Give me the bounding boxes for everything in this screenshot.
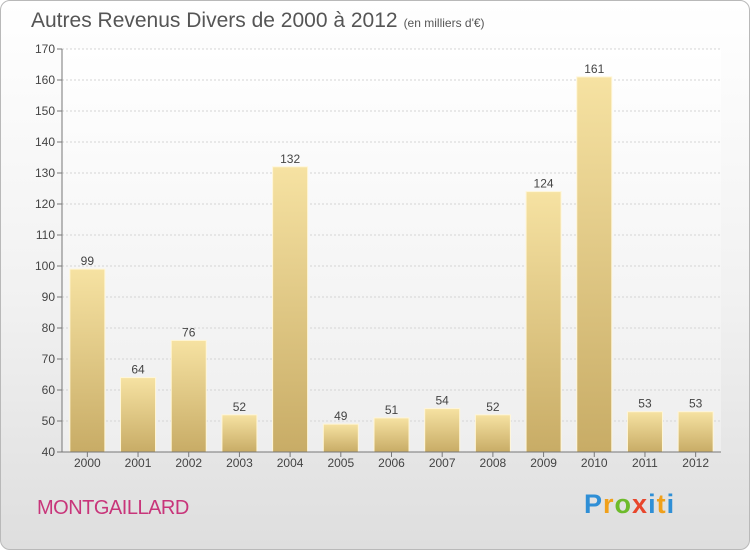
x-tick-label: 2008	[480, 456, 507, 470]
logo-letter: x	[632, 489, 649, 519]
proxiti-logo: Proxiti	[584, 489, 675, 520]
bar	[322, 423, 359, 453]
y-tick-label: 60	[42, 383, 56, 397]
chart-title: Autres Revenus Divers de 2000 à 2012 (en …	[31, 9, 485, 33]
x-tick-label: 2002	[175, 456, 202, 470]
y-tick-label: 120	[35, 197, 55, 211]
chart-title-unit: (en milliers d'€)	[403, 16, 485, 30]
bar	[626, 411, 663, 453]
y-tick-label: 40	[42, 445, 56, 459]
x-tick-label: 2010	[581, 456, 608, 470]
logo-letter: i	[648, 489, 657, 519]
bar	[120, 377, 157, 453]
bar	[221, 414, 258, 453]
commune-name: MONTGAILLARD	[37, 497, 189, 519]
bar	[677, 411, 714, 453]
x-tick-label: 2006	[378, 456, 405, 470]
y-tick-label: 130	[35, 166, 55, 180]
axis-layer: 40 50 60 70 80 90 100 110 120 130 140 150 160 170 2000…	[35, 42, 721, 470]
y-tick-label: 160	[35, 73, 55, 87]
bar-value-label: 52	[486, 400, 500, 414]
bar-value-label: 53	[689, 397, 703, 411]
y-tick-label: 170	[35, 42, 55, 56]
bar-value-label: 161	[584, 62, 604, 76]
bar-value-label: 54	[436, 394, 450, 408]
y-tick-label: 90	[42, 290, 56, 304]
plot-area	[62, 49, 721, 452]
logo-letter: P	[584, 489, 604, 519]
y-tick-label: 110	[36, 228, 55, 242]
logo-letter: r	[603, 489, 615, 519]
bar-value-label: 76	[182, 325, 196, 339]
logo-letter: t	[656, 489, 667, 519]
bar	[525, 191, 562, 453]
x-tick-label: 2005	[327, 456, 354, 470]
x-tick-label: 2009	[530, 456, 557, 470]
y-tick-label: 70	[42, 352, 56, 366]
y-tick-label: 140	[35, 135, 55, 149]
bar-value-label: 132	[280, 152, 300, 166]
x-tick-label: 2000	[74, 456, 101, 470]
bars-layer: 99 64 76 52 132 49 51 54 52 124 161 53 53	[69, 62, 714, 453]
y-tick-label: 150	[35, 104, 55, 118]
bar	[424, 408, 461, 453]
chart-title-text: Autres Revenus Divers de 2000 à 2012	[31, 9, 398, 32]
bar	[272, 166, 309, 453]
logo-letter: i	[666, 489, 676, 519]
bar-value-label: 49	[334, 409, 348, 423]
bar	[170, 339, 207, 453]
bar-value-label: 51	[385, 403, 399, 417]
y-tick-label: 50	[42, 414, 56, 428]
x-tick-label: 2007	[429, 456, 456, 470]
bar	[69, 268, 106, 453]
bar-value-label: 99	[81, 254, 95, 268]
bar	[474, 414, 511, 453]
y-tick-label: 100	[35, 259, 55, 273]
x-tick-label: 2004	[277, 456, 304, 470]
logo-letter: o	[614, 489, 633, 519]
x-tick-label: 2012	[682, 456, 709, 470]
bar-value-label: 53	[638, 397, 652, 411]
bar-value-label: 64	[131, 363, 145, 377]
bar-value-label: 124	[534, 177, 554, 191]
y-tick-label: 80	[42, 321, 56, 335]
x-tick-label: 2011	[632, 456, 658, 470]
x-tick-label: 2001	[125, 456, 152, 470]
x-tick-label: 2003	[226, 456, 253, 470]
bar	[373, 417, 410, 453]
bar	[576, 76, 613, 453]
bar-value-label: 52	[233, 400, 247, 414]
